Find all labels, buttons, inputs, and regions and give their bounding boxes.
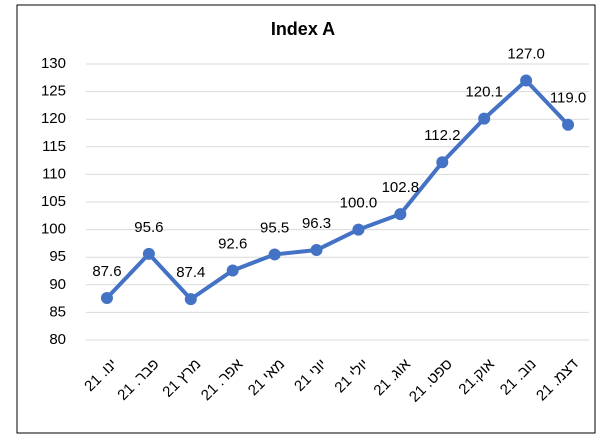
chart-border bbox=[16, 4, 596, 434]
data-point bbox=[562, 118, 575, 131]
data-label: 87.4 bbox=[176, 264, 205, 281]
data-label: 119.0 bbox=[550, 90, 586, 107]
data-label: 87.6 bbox=[92, 263, 121, 280]
chart-title: Index A bbox=[271, 19, 335, 39]
data-point bbox=[478, 112, 491, 125]
y-tick-label: 110 bbox=[42, 165, 66, 182]
data-point bbox=[436, 156, 449, 169]
data-label: 96.3 bbox=[302, 215, 331, 232]
y-tick-label: 105 bbox=[41, 193, 66, 210]
data-point bbox=[352, 223, 365, 236]
data-point bbox=[394, 208, 407, 221]
data-label: 112.2 bbox=[424, 127, 460, 144]
data-point bbox=[226, 264, 239, 277]
y-tick-label: 120 bbox=[41, 110, 66, 127]
data-label: 120.1 bbox=[465, 84, 503, 101]
y-tick-label: 115 bbox=[42, 138, 66, 155]
data-label: 100.0 bbox=[340, 195, 378, 212]
data-label: 102.8 bbox=[382, 179, 420, 196]
y-tick-label: 95 bbox=[49, 248, 66, 265]
data-label: 92.6 bbox=[218, 235, 247, 252]
data-point bbox=[142, 247, 155, 260]
series-line bbox=[105, 78, 570, 302]
y-tick-label: 90 bbox=[49, 276, 66, 293]
data-point bbox=[268, 248, 281, 261]
y-tick-label: 100 bbox=[41, 221, 66, 238]
data-point bbox=[310, 244, 323, 257]
y-tick-label: 125 bbox=[41, 83, 66, 100]
data-point bbox=[520, 74, 533, 87]
data-label: 127.0 bbox=[507, 46, 545, 63]
data-point bbox=[184, 293, 197, 306]
y-tick-label: 80 bbox=[49, 331, 66, 348]
y-tick-label: 130 bbox=[41, 55, 66, 72]
data-label: 95.5 bbox=[260, 219, 289, 236]
data-point bbox=[100, 292, 113, 305]
data-label: 95.6 bbox=[134, 219, 163, 236]
y-tick-label: 85 bbox=[49, 303, 66, 320]
